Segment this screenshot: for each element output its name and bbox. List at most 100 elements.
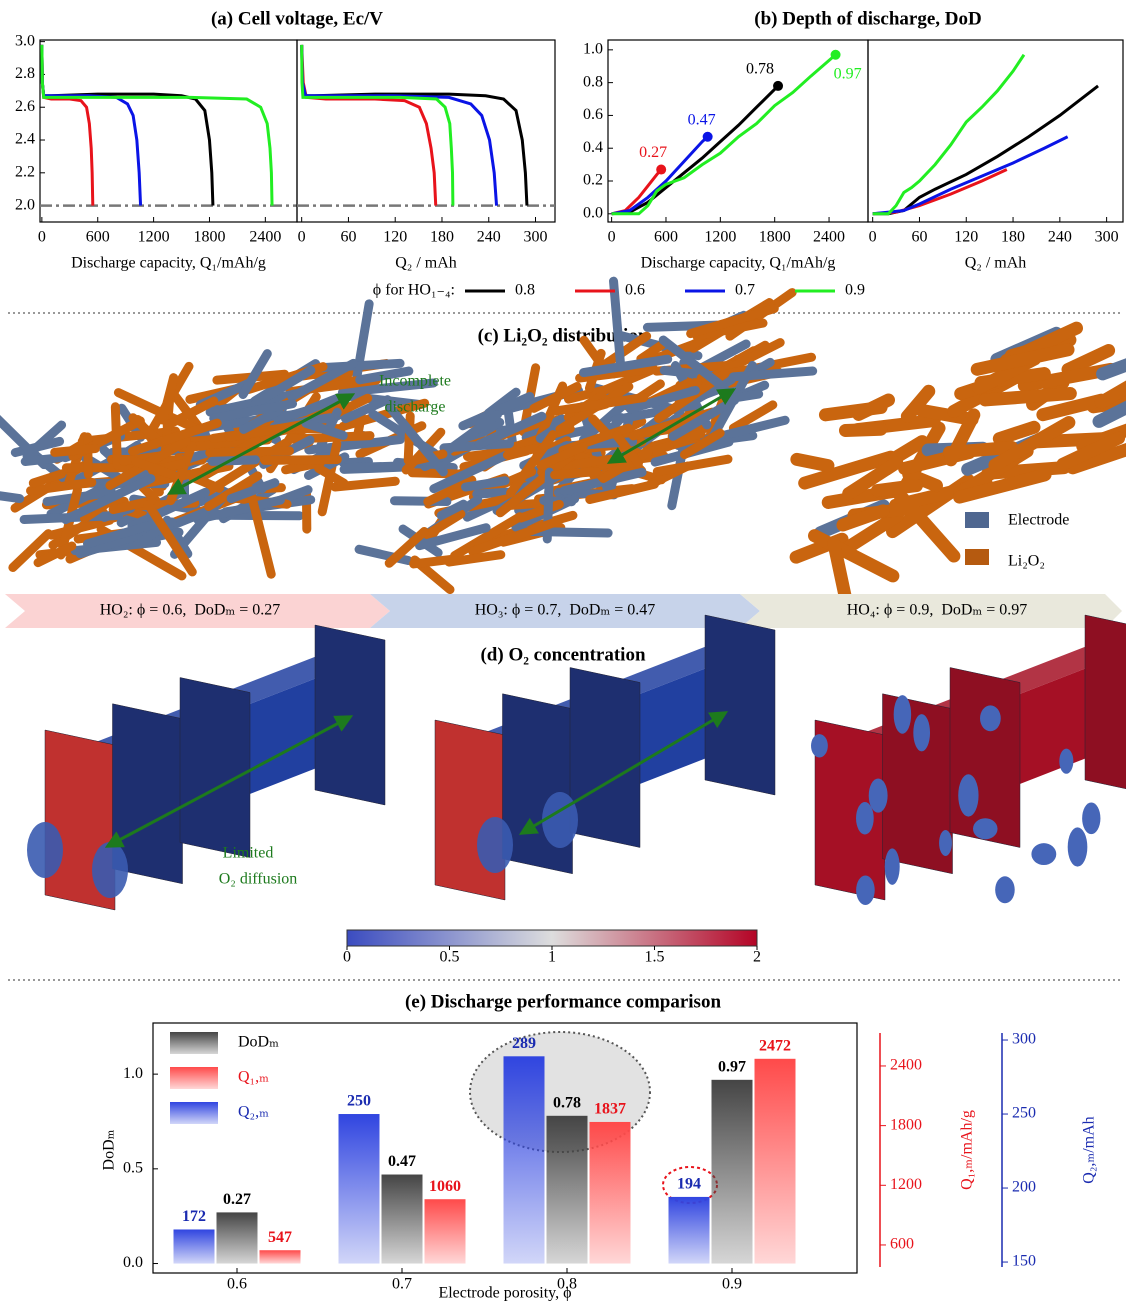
blot — [856, 802, 874, 834]
slice — [315, 625, 385, 805]
y3-axis-label: Q₂,ₘ/mAh — [1081, 1116, 1098, 1183]
x-tick-label: 180 — [1001, 229, 1025, 246]
x-tick-label: 0 — [298, 229, 306, 246]
series-line — [302, 45, 453, 206]
legend-label: 0.6 — [625, 282, 645, 299]
x-axis-label: Q₂ / mAh — [395, 255, 457, 272]
end-marker — [703, 132, 713, 142]
legend-title: ϕ for HO₁₋₄: — [373, 282, 455, 299]
x-tick-label: 120 — [383, 229, 407, 246]
annotation: discharge — [384, 399, 445, 416]
banner-label: HO₃: ϕ = 0.7, DoDₘ = 0.47 — [475, 602, 656, 619]
rod — [845, 429, 880, 430]
slice — [705, 615, 775, 795]
annotation: 0.47 — [688, 111, 716, 128]
colorbar-tick-label: 1.5 — [645, 949, 665, 966]
y-tick-label: 200 — [1012, 1179, 1036, 1196]
rod — [985, 394, 1070, 400]
y-tick-label: 1.0 — [583, 41, 603, 58]
x-tick-label: 300 — [524, 229, 548, 246]
rod — [320, 363, 400, 367]
rod — [555, 472, 597, 475]
y-tick-label: 2.6 — [15, 98, 35, 115]
rod — [0, 494, 20, 498]
legend-label: Electrode — [1008, 512, 1069, 529]
plot-frame — [868, 40, 1123, 222]
rod — [55, 449, 96, 453]
bar — [382, 1175, 423, 1264]
legend-swatch — [965, 512, 989, 528]
series-line — [302, 45, 527, 206]
blot — [980, 705, 1001, 731]
x-tick-label: 0 — [38, 229, 46, 246]
rod — [88, 437, 89, 474]
legend-label: Li₂O₂ — [1008, 553, 1045, 570]
x-tick-label: 0.7 — [392, 1276, 412, 1293]
slice — [180, 678, 250, 858]
end-marker — [656, 165, 666, 175]
x-tick-label: 0 — [869, 229, 877, 246]
x-tick-label: 1800 — [759, 229, 791, 246]
legend-label: DoDₘ — [238, 1034, 279, 1051]
annotation: Limited — [223, 845, 274, 862]
x-tick-label: 180 — [430, 229, 454, 246]
y-tick-label: 2.2 — [15, 163, 35, 180]
y2-axis-label: Q₁,ₘ/mAh/g — [959, 1110, 976, 1190]
colorbar-tick-label: 0 — [343, 949, 351, 966]
legend-swatch — [170, 1032, 218, 1054]
slice — [435, 720, 505, 900]
data-label: 289 — [512, 1035, 536, 1052]
x-tick-label: 120 — [954, 229, 978, 246]
data-label: 1837 — [594, 1101, 626, 1118]
y-tick-label: 2.0 — [15, 196, 35, 213]
data-label: 250 — [347, 1093, 371, 1110]
rod — [577, 459, 611, 464]
x-tick-label: 240 — [477, 229, 501, 246]
x-axis-label: Discharge capacity, Q₁/mAh/g — [71, 255, 266, 272]
x-tick-label: 600 — [654, 229, 678, 246]
y-tick-label: 600 — [890, 1236, 914, 1253]
y-tick-label: 1200 — [890, 1176, 922, 1193]
blot — [92, 842, 128, 898]
bar — [504, 1056, 545, 1263]
blot — [1068, 827, 1088, 866]
panel-title: (d) O₂ concentration — [480, 644, 645, 665]
legend-label: 0.7 — [735, 282, 755, 299]
legend-swatch — [170, 1067, 218, 1089]
figure: (c) Li₂O₂ distribution Incomplete discha… — [0, 0, 1126, 1307]
x-tick-label: 1200 — [704, 229, 736, 246]
data-label: 172 — [182, 1208, 206, 1225]
x-tick-label: 1800 — [193, 229, 225, 246]
y-tick-label: 2400 — [890, 1057, 922, 1074]
x-axis-label: Discharge capacity, Q₁/mAh/g — [641, 255, 836, 272]
x-tick-label: 0 — [608, 229, 616, 246]
rod — [877, 485, 916, 490]
chart-title: (a) Cell voltage, Ec/V — [211, 8, 383, 29]
y-tick-label: 2.8 — [15, 65, 35, 82]
y-tick-label: 1800 — [890, 1116, 922, 1133]
x-tick-label: 60 — [340, 229, 356, 246]
blot — [27, 822, 63, 878]
blot — [869, 778, 888, 812]
chart-title: (b) Depth of discharge, DoD — [754, 8, 981, 29]
bar — [590, 1122, 631, 1264]
y-tick-label: 0.8 — [583, 73, 603, 90]
rod — [825, 407, 881, 414]
bar — [712, 1080, 753, 1264]
series-line — [42, 45, 272, 206]
rod — [797, 459, 828, 465]
y-tick-label: 1.0 — [123, 1065, 143, 1082]
series-line — [302, 45, 436, 206]
y-tick-label: 300 — [1012, 1031, 1036, 1048]
blot — [973, 818, 998, 839]
y-tick-label: 0.5 — [123, 1160, 143, 1177]
plot-frame — [608, 40, 868, 222]
bar — [339, 1114, 380, 1264]
blot — [477, 817, 513, 873]
data-label: 547 — [268, 1229, 292, 1246]
y-axis-label: DoDₘ — [101, 1129, 118, 1170]
bar — [669, 1197, 710, 1264]
x-tick-label: 0.8 — [557, 1276, 577, 1293]
y-tick-label: 3.0 — [15, 32, 35, 49]
annotation: O₂ diffusion — [219, 871, 298, 888]
